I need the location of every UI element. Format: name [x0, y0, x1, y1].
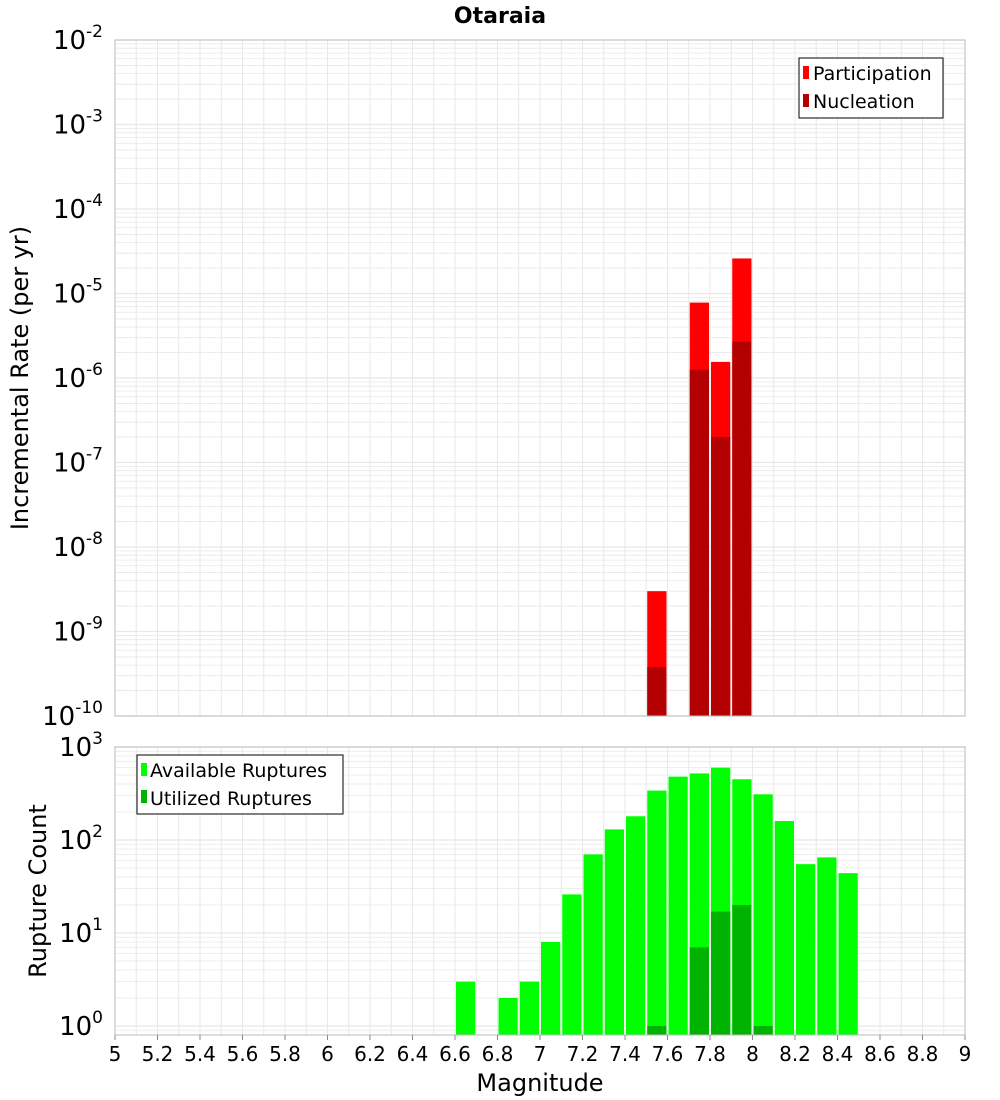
x-tick-label: 7.4 — [609, 1042, 641, 1066]
y-tick-label: 10-10 — [42, 698, 103, 732]
bar-nucleation — [647, 667, 667, 716]
x-tick-label: 5.8 — [269, 1042, 301, 1066]
bar-available-ruptures — [562, 894, 582, 1035]
y-tick-label: 103 — [59, 729, 103, 763]
top-legend: Participation Nucleation — [798, 57, 944, 119]
bottom-panel: 100 101 102 103 Rupture Count Available Rup… — [24, 729, 966, 1042]
x-axis-label: Magnitude — [476, 1069, 603, 1097]
bottom-available-bars — [456, 767, 858, 1035]
x-tick-label: 8.2 — [779, 1042, 811, 1066]
x-tick-label: 6.4 — [397, 1042, 429, 1066]
top-y-tick-labels: 10-10 10-9 10-8 10-7 10-6 10-5 10-4 10-3 10-2 — [42, 22, 103, 732]
legend-nucleation-swatch — [803, 94, 809, 107]
y-tick-label: 10-8 — [53, 529, 103, 563]
x-tick-label: 6.6 — [439, 1042, 471, 1066]
x-tick-label: 6.8 — [482, 1042, 514, 1066]
chart-title: Otaraia — [454, 4, 546, 29]
bar-available-ruptures — [753, 794, 773, 1035]
bar-nucleation — [732, 341, 752, 716]
bar-available-ruptures — [817, 857, 837, 1035]
legend-utilized-label: Utilized Ruptures — [150, 788, 312, 810]
x-tick-label: 8 — [746, 1042, 759, 1066]
y-tick-label: 10-9 — [53, 614, 103, 648]
x-tick-label: 7.2 — [567, 1042, 599, 1066]
bar-nucleation — [689, 369, 709, 716]
y-tick-label: 10-4 — [53, 191, 103, 225]
bar-available-ruptures — [626, 816, 646, 1035]
x-tick-label: 9 — [959, 1042, 972, 1066]
top-plot-frame — [114, 39, 966, 717]
legend-nucleation-label: Nucleation — [813, 91, 915, 113]
x-tick-labels: 5 5.2 5.4 5.6 5.8 6 6.2 6.4 6.6 6.8 7 7.2 7.4 7.6 7.8 8… — [109, 1035, 972, 1066]
legend-participation-label: Participation — [813, 63, 932, 85]
bar-available-ruptures — [774, 821, 794, 1035]
x-tick-label: 5 — [109, 1042, 122, 1066]
bottom-utilized-bars — [647, 904, 773, 1035]
bar-available-ruptures — [541, 942, 561, 1035]
bar-utilized-ruptures — [753, 1025, 773, 1035]
bar-available-ruptures — [456, 981, 476, 1035]
x-tick-label: 7 — [534, 1042, 547, 1066]
bar-available-ruptures — [838, 873, 858, 1035]
top-nucleation-bars — [647, 341, 752, 716]
y-tick-label: 10-2 — [53, 22, 103, 56]
y-tick-label: 101 — [59, 915, 103, 949]
bottom-y-tick-labels: 100 101 102 103 — [59, 729, 103, 1042]
x-tick-label: 5.6 — [227, 1042, 259, 1066]
bar-available-ruptures — [668, 776, 688, 1035]
bar-available-ruptures — [796, 864, 816, 1035]
bar-utilized-ruptures — [732, 904, 752, 1035]
legend-available-swatch — [141, 763, 147, 776]
legend-participation-swatch — [803, 66, 809, 79]
y-tick-label: 10-6 — [53, 360, 103, 394]
top-panel: 10-10 10-9 10-8 10-7 10-6 10-5 10-4 10-3 10-2 In… — [6, 22, 966, 732]
x-tick-label: 6 — [321, 1042, 334, 1066]
top-y-axis-label: Incremental Rate (per yr) — [6, 226, 34, 530]
bottom-gridlines — [114, 746, 966, 1036]
x-tick-label: 8.4 — [822, 1042, 854, 1066]
x-tick-label: 5.4 — [184, 1042, 216, 1066]
legend-available-label: Available Ruptures — [150, 760, 327, 782]
bar-utilized-ruptures — [647, 1025, 667, 1035]
top-gridlines — [114, 39, 966, 717]
bar-available-ruptures — [604, 829, 624, 1035]
bottom-y-axis-label: Rupture Count — [24, 804, 52, 978]
bottom-legend-box — [136, 754, 344, 815]
legend-utilized-swatch — [141, 790, 147, 803]
x-tick-label: 7.8 — [694, 1042, 726, 1066]
y-tick-label: 100 — [59, 1008, 103, 1042]
y-tick-label: 10-7 — [53, 445, 103, 479]
bar-available-ruptures — [647, 790, 667, 1035]
x-tick-label: 7.6 — [652, 1042, 684, 1066]
y-tick-label: 10-3 — [53, 107, 103, 141]
x-tick-label: 5.2 — [142, 1042, 174, 1066]
y-tick-label: 102 — [59, 822, 103, 856]
x-tick-label: 8.8 — [907, 1042, 939, 1066]
top-legend-box — [798, 57, 944, 119]
x-tick-label: 6.2 — [354, 1042, 386, 1066]
bar-utilized-ruptures — [689, 947, 709, 1035]
y-tick-label: 10-5 — [53, 276, 103, 310]
bottom-legend: Available Ruptures Utilized Ruptures — [136, 754, 344, 815]
bar-available-ruptures — [583, 854, 603, 1035]
bar-nucleation — [711, 437, 731, 716]
bar-utilized-ruptures — [711, 911, 731, 1035]
x-tick-label: 8.6 — [864, 1042, 896, 1066]
bar-available-ruptures — [498, 997, 518, 1035]
bar-available-ruptures — [519, 981, 539, 1035]
